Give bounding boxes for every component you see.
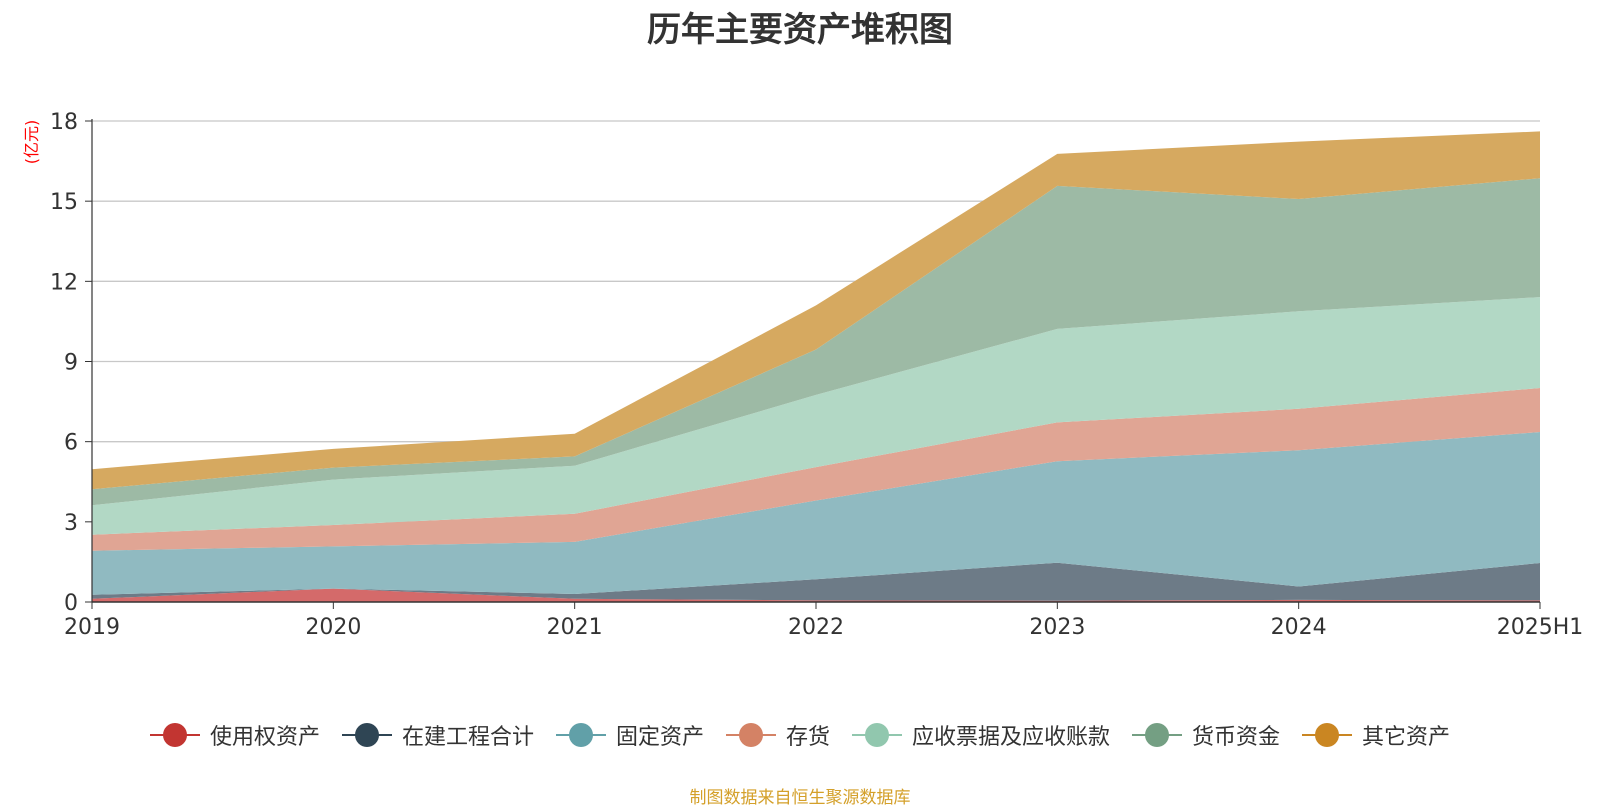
legend-label: 在建工程合计 xyxy=(401,725,534,750)
legend-item-2[interactable]: 在建工程合计 xyxy=(341,719,534,751)
legend-marker-icon xyxy=(341,722,392,748)
legend-item-4[interactable]: 存货 xyxy=(725,719,830,751)
legend-marker-icon xyxy=(725,722,776,748)
x-tick-label: 2019 xyxy=(64,615,120,640)
x-tick-label: 2023 xyxy=(1029,615,1085,640)
x-tick-label: 2025H1 xyxy=(1497,615,1584,640)
legend-item-7[interactable]: 其它资产 xyxy=(1302,719,1450,751)
y-tick-label: 6 xyxy=(64,431,78,456)
legend-label: 存货 xyxy=(785,725,830,750)
legend-marker-icon xyxy=(1302,722,1353,748)
x-tick-label: 2022 xyxy=(788,615,844,640)
area-series-4 xyxy=(92,388,1540,551)
area-series-7 xyxy=(92,131,1540,490)
legend: 使用权资产 在建工程合计 固定资产 存货 应收票据及应收账款 货币资金 其它资产 xyxy=(0,719,1600,751)
legend-item-1[interactable]: 使用权资产 xyxy=(149,719,320,751)
legend-marker-icon xyxy=(555,722,606,748)
y-axis-unit-label: (亿元) xyxy=(22,120,41,165)
legend-label: 使用权资产 xyxy=(209,725,320,750)
legend-label: 其它资产 xyxy=(1362,725,1451,750)
area-series-5 xyxy=(92,297,1540,535)
x-tick-label: 2024 xyxy=(1271,615,1327,640)
axes: 0 3 6 9 12 15 18 2019 2020 2021 2022 2023 2024 2025H1 xyxy=(50,110,1583,640)
legend-item-6[interactable]: 货币资金 xyxy=(1132,719,1280,751)
legend-label: 应收票据及应收账款 xyxy=(912,725,1111,750)
y-tick-label: 12 xyxy=(50,270,78,295)
legend-marker-icon xyxy=(149,722,200,748)
y-tick-label: 9 xyxy=(64,351,78,376)
chart-title: 历年主要资产堆积图 xyxy=(647,10,953,50)
legend-label: 固定资产 xyxy=(615,725,704,750)
y-tick-label: 3 xyxy=(64,511,78,536)
legend-item-5[interactable]: 应收票据及应收账款 xyxy=(852,719,1110,751)
legend-marker-icon xyxy=(852,722,902,748)
x-tick-label: 2020 xyxy=(305,615,361,640)
y-tick-label: 15 xyxy=(50,190,78,215)
y-tick-label: 18 xyxy=(50,110,78,135)
y-tick-label: 0 xyxy=(64,591,78,616)
legend-label: 货币资金 xyxy=(1192,725,1281,750)
source-note: 制图数据来自恒生聚源数据库 xyxy=(689,788,911,808)
area-series-6 xyxy=(92,178,1540,506)
area-series xyxy=(92,131,1540,602)
area-series-1 xyxy=(92,588,1540,602)
area-series-2 xyxy=(92,562,1540,601)
legend-marker-icon xyxy=(1132,722,1183,748)
x-tick-label: 2021 xyxy=(547,615,603,640)
area-series-3 xyxy=(92,432,1540,595)
legend-item-3[interactable]: 固定资产 xyxy=(555,719,704,751)
